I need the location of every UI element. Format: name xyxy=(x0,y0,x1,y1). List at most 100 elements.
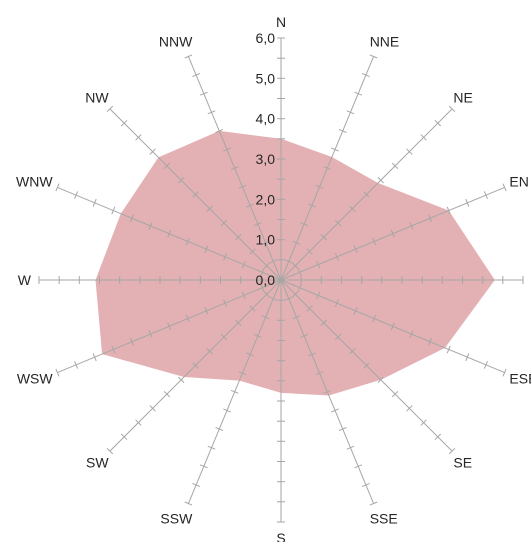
tick-mark xyxy=(448,447,456,455)
direction-label-SSW: SSW xyxy=(160,510,193,526)
tick-mark xyxy=(446,345,451,354)
tick-mark xyxy=(338,128,347,133)
tick-mark xyxy=(346,445,355,450)
direction-label-WNW: WNW xyxy=(16,173,53,189)
tick-mark xyxy=(448,105,456,113)
tick-mark xyxy=(199,464,208,469)
tick-mark xyxy=(353,245,358,253)
tick-mark xyxy=(502,368,507,377)
tick-mark xyxy=(292,240,301,245)
direction-label-NNE: NNE xyxy=(370,34,400,50)
tick-mark xyxy=(323,389,332,394)
tick-mark xyxy=(390,229,395,238)
tick-mark xyxy=(254,222,262,227)
tick-mark xyxy=(377,177,384,184)
tick-mark xyxy=(316,291,321,300)
tick-mark xyxy=(92,198,97,207)
series-fill-group xyxy=(95,130,495,396)
direction-label-NW: NW xyxy=(85,90,109,106)
direction-label-SSE: SSE xyxy=(370,510,398,526)
tick-mark xyxy=(390,322,395,331)
tick-mark xyxy=(320,319,327,326)
tick-mark xyxy=(349,348,356,355)
tick-mark xyxy=(323,166,332,171)
tick-mark xyxy=(409,330,414,338)
tick-mark xyxy=(292,315,301,320)
tick-mark xyxy=(502,183,507,192)
tick-mark xyxy=(249,248,256,255)
tick-mark xyxy=(354,464,363,469)
tick-mark xyxy=(120,433,128,441)
tick-mark xyxy=(292,262,299,269)
tick-mark xyxy=(192,191,199,198)
tick-mark xyxy=(55,183,60,192)
tick-mark xyxy=(306,248,313,255)
tick-mark xyxy=(391,390,399,398)
tick-mark xyxy=(254,333,262,338)
direction-label-NE: NE xyxy=(453,90,472,106)
tick-mark xyxy=(111,206,116,215)
tick-mark xyxy=(223,253,228,261)
tick-mark xyxy=(260,268,265,277)
tick-mark xyxy=(192,482,200,487)
tick-mark xyxy=(349,205,356,212)
series-area-0 xyxy=(95,130,495,396)
tick-mark xyxy=(338,427,347,432)
direction-labels-group: N NNE NE EN ESE SE SSE S SSW SW WSW W WNW NW NNW xyxy=(16,14,531,546)
spoke-axes-group xyxy=(39,38,523,522)
tick-mark xyxy=(215,128,224,133)
tick-mark xyxy=(263,291,270,298)
direction-label-WSW: WSW xyxy=(17,371,54,387)
direction-label-W: W xyxy=(18,272,32,288)
tick-mark xyxy=(135,419,142,426)
tick-marks-group xyxy=(38,37,524,523)
tick-mark xyxy=(292,291,299,298)
tick-mark xyxy=(184,54,193,59)
tick-mark xyxy=(167,322,172,331)
tick-mark xyxy=(346,110,355,115)
tick-mark xyxy=(434,119,442,127)
tick-mark xyxy=(269,296,278,301)
tick-mark xyxy=(223,408,231,413)
tick-mark xyxy=(129,337,134,346)
tick-mark xyxy=(406,148,413,155)
tick-mark xyxy=(308,352,316,357)
tick-mark xyxy=(206,348,213,355)
tick-mark xyxy=(363,362,370,369)
tick-mark xyxy=(420,419,427,426)
tick-mark xyxy=(261,315,270,320)
tick-mark xyxy=(331,408,339,413)
radial-tick-label: 6,0 xyxy=(256,30,276,46)
tick-mark xyxy=(446,206,451,215)
direction-label-N: N xyxy=(276,14,286,30)
direction-label-SE: SE xyxy=(453,454,472,470)
direction-label-NNW: NNW xyxy=(159,34,193,50)
tick-mark xyxy=(230,166,239,171)
tick-mark xyxy=(391,162,399,170)
tick-mark xyxy=(167,229,172,238)
tick-mark xyxy=(331,147,339,152)
tick-mark xyxy=(362,73,370,78)
tick-mark xyxy=(163,162,171,170)
tick-mark xyxy=(306,305,313,312)
radial-tick-label: 5,0 xyxy=(256,70,276,86)
tick-mark xyxy=(308,203,316,208)
tick-mark xyxy=(406,405,413,412)
tick-mark xyxy=(215,427,224,432)
tick-mark xyxy=(192,73,200,78)
radial-tick-labels-group: 0,0 1,0 2,0 3,0 4,0 5,0 6,0 xyxy=(256,30,276,288)
tick-mark xyxy=(55,368,60,377)
tick-mark xyxy=(353,307,358,315)
tick-mark xyxy=(235,319,242,326)
tick-mark xyxy=(207,110,216,115)
tick-mark xyxy=(148,222,153,230)
tick-mark xyxy=(465,353,470,362)
tick-mark xyxy=(199,91,208,96)
tick-mark xyxy=(434,433,442,441)
tick-mark xyxy=(135,134,142,141)
tick-mark xyxy=(284,259,293,264)
tick-mark xyxy=(465,198,470,207)
tick-mark xyxy=(185,314,190,323)
